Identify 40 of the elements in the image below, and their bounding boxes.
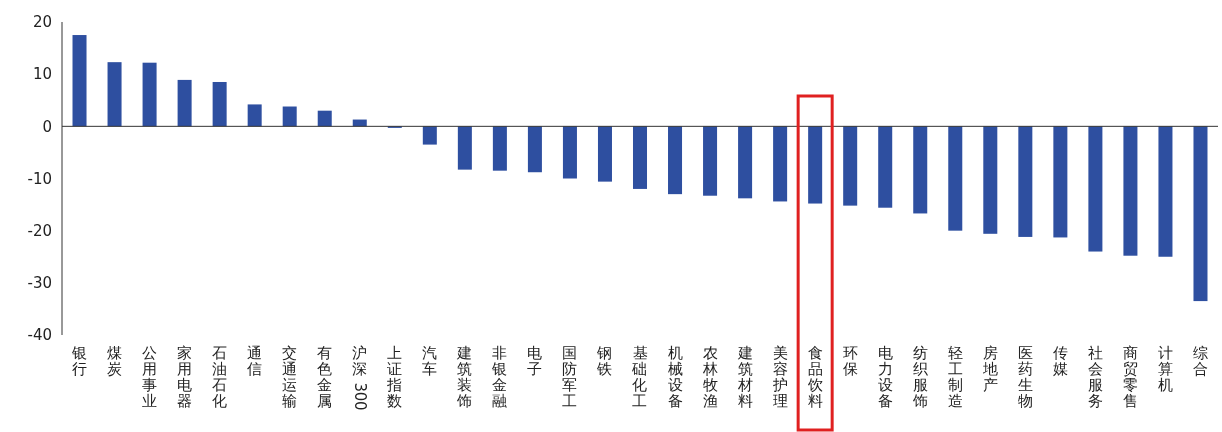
x-tick-label: 通信 — [247, 343, 263, 378]
x-tick-label: 社会服务 — [1087, 343, 1103, 411]
x-tick-label: 医药生物 — [1017, 343, 1033, 411]
x-tick-label: 沪深300 — [350, 343, 369, 411]
x-tick-label: 纺织服饰 — [911, 343, 928, 411]
x-tick-label: 商贸零售 — [1122, 343, 1138, 411]
x-tick-label: 计算机 — [1157, 343, 1173, 394]
x-tick-label: 机械设备 — [667, 343, 683, 411]
x-tick-label: 电子 — [527, 343, 543, 378]
x-tick-label: 轻工制造 — [947, 343, 963, 411]
y-tick-label: -40 — [27, 326, 52, 345]
x-tick-label: 公用事业 — [142, 343, 158, 411]
x-tick-label: 食品饮料 — [806, 343, 823, 411]
x-tick-label: 煤炭 — [107, 343, 123, 378]
y-tick-label: -10 — [27, 169, 52, 188]
x-tick-label: 环保 — [842, 343, 858, 378]
x-tick-label: 上证指数 — [386, 343, 403, 411]
x-tick-label: 综合 — [1192, 343, 1208, 378]
y-tick-label: -20 — [27, 221, 52, 240]
x-tick-label: 传媒 — [1052, 343, 1068, 378]
x-tick-label: 非银金融 — [491, 343, 508, 411]
y-tick-label: -30 — [27, 274, 52, 293]
x-tick-label: 房地产 — [981, 343, 998, 394]
x-tick-label: 国防军工 — [562, 343, 578, 411]
x-tick-label: 家用电器 — [177, 343, 193, 411]
x-tick-label: 美容护理 — [771, 343, 788, 411]
x-tick-label: 建筑材料 — [736, 343, 753, 411]
x-tick-label: 钢铁 — [596, 343, 613, 378]
x-tick-label: 农林牧渔 — [701, 343, 718, 411]
x-tick-label: 基础化工 — [631, 343, 648, 411]
x-tick-label: 汽车 — [422, 343, 438, 378]
y-tick-label: 0 — [42, 117, 52, 136]
x-tick-label: 建筑装饰 — [456, 343, 473, 411]
x-tick-label: 石油石化 — [212, 343, 228, 411]
y-tick-label: 20 — [32, 13, 52, 32]
x-tick-label: 银行 — [71, 343, 88, 378]
x-tick-label: 有色金属 — [317, 343, 333, 411]
y-tick-label: 10 — [32, 65, 52, 84]
x-tick-label: 电力设备 — [877, 343, 893, 411]
x-tick-label: 交通运输 — [282, 343, 298, 411]
